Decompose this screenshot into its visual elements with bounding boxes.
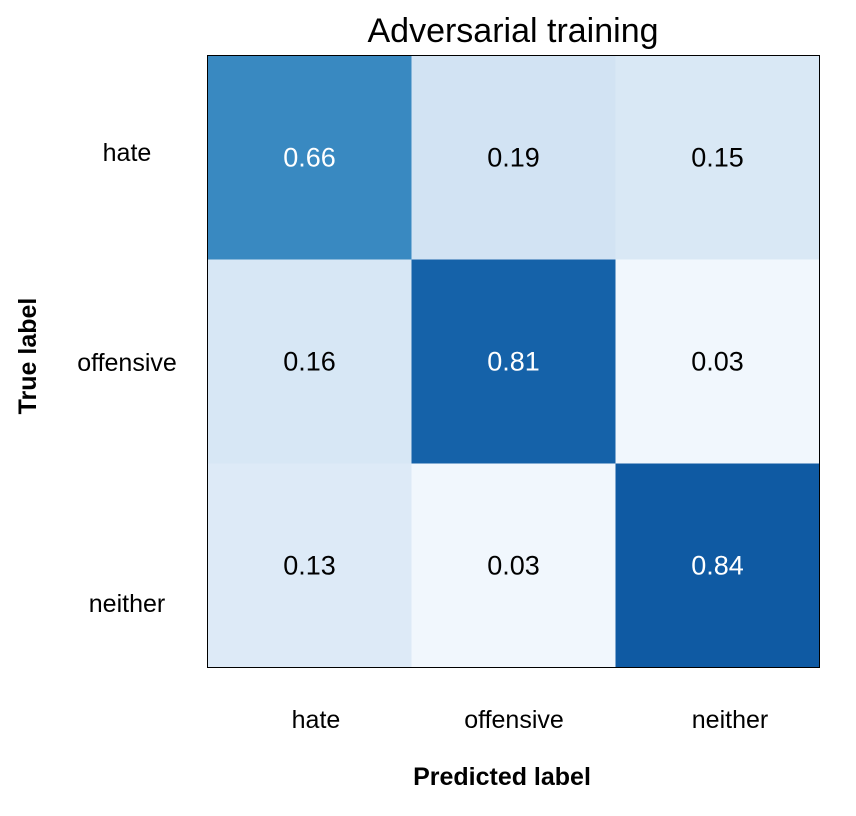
y-axis-label: True label: [14, 298, 42, 415]
heatmap-cell-r1-c0: [207, 259, 412, 464]
x-tick-label-hate: hate: [292, 706, 341, 734]
cell-value-r2-c0: 0.13: [283, 551, 336, 581]
plot-frame: [207, 55, 820, 668]
y-tick-label-offensive: offensive: [77, 349, 177, 377]
heatmap-cell-r0-c1: [411, 55, 616, 260]
x-tick-labels: hate offensive neither: [292, 706, 769, 734]
x-axis-label: Predicted label: [413, 763, 591, 791]
chart-title: Adversarial training: [367, 12, 658, 50]
x-tick-label-neither: neither: [692, 706, 768, 734]
cell-value-r0-c1: 0.19: [487, 143, 540, 173]
y-tick-label-neither: neither: [89, 590, 165, 618]
cell-value-r1-c1: 0.81: [487, 347, 540, 377]
heatmap-cell-r0-c2: [615, 55, 820, 260]
cell-value-r1-c2: 0.03: [691, 347, 744, 377]
cell-value-r1-c0: 0.16: [283, 347, 336, 377]
heatmap-cell-r0-c0: [207, 55, 412, 260]
heatmap-cell-r2-c2: [615, 463, 820, 668]
cell-value-r0-c2: 0.15: [691, 143, 744, 173]
heatmap-cell-labels: 0.66 0.19 0.15 0.16 0.81 0.03 0.13 0.03 0.84: [283, 143, 744, 581]
y-tick-labels: hate offensive neither: [77, 139, 177, 618]
heatmap-cell-r2-c0: [207, 463, 412, 668]
cell-value-r2-c1: 0.03: [487, 551, 540, 581]
heatmap-cells: [207, 55, 820, 668]
x-tick-label-offensive: offensive: [464, 706, 564, 734]
heatmap-cell-r1-c1: [411, 259, 616, 464]
cell-value-r2-c2: 0.84: [691, 551, 744, 581]
y-tick-label-hate: hate: [103, 139, 152, 167]
cell-value-r0-c0: 0.66: [283, 143, 336, 173]
heatmap-cell-r1-c2: [615, 259, 820, 464]
heatmap-cell-r2-c1: [411, 463, 616, 668]
